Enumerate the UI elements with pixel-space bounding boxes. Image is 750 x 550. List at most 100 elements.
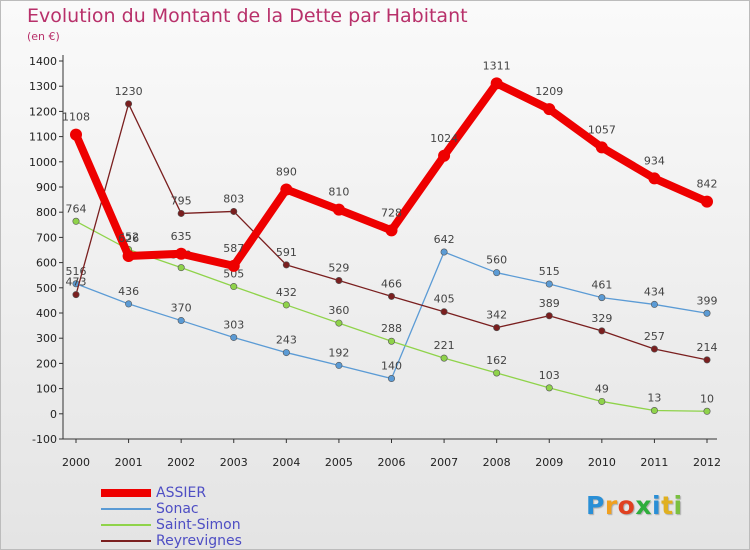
data-point [595, 141, 608, 154]
data-point [650, 345, 658, 353]
x-tick-label: 2001 [115, 456, 143, 469]
logo-letter: i [652, 491, 662, 520]
data-point [493, 324, 501, 332]
proxiti-logo: Proxiti [586, 491, 683, 520]
data-point [598, 397, 606, 405]
data-point [387, 375, 395, 383]
x-tick-label: 2012 [693, 456, 721, 469]
x-tick-label: 2000 [62, 456, 90, 469]
data-point [280, 183, 293, 196]
x-tick-label: 2008 [483, 456, 511, 469]
data-label: 1230 [115, 85, 143, 98]
data-label: 49 [595, 382, 609, 395]
data-point [648, 172, 661, 185]
data-point [598, 294, 606, 302]
data-label: 810 [328, 186, 349, 199]
data-point [493, 369, 501, 377]
x-tick-label: 2003 [220, 456, 248, 469]
y-tick-label: 1100 [29, 131, 57, 144]
y-tick-label: 1400 [29, 55, 57, 68]
x-tick-label: 2006 [378, 456, 406, 469]
data-label: 728 [381, 206, 402, 219]
legend-item-sonac: Sonac [101, 501, 331, 517]
data-label: 10 [700, 392, 714, 405]
logo-letter: t [661, 491, 674, 520]
data-point [282, 301, 290, 309]
data-label: 1311 [483, 59, 511, 72]
legend-swatch-reyrevignes [101, 540, 151, 542]
data-point [387, 292, 395, 300]
data-point [701, 195, 713, 208]
data-point [230, 333, 238, 341]
legend-label-saint-simon: Saint-Simon [156, 517, 241, 533]
data-label: 13 [647, 392, 661, 405]
data-point [332, 203, 345, 216]
y-tick-label: 300 [36, 332, 57, 345]
data-label: 591 [276, 246, 297, 259]
y-tick-label: 900 [36, 181, 57, 194]
data-label: 842 [697, 178, 718, 191]
data-label: 432 [276, 286, 297, 299]
logo-letter: P [586, 491, 605, 520]
legend-swatch-saint-simon [101, 524, 151, 526]
data-point [438, 149, 451, 162]
data-point [703, 356, 711, 364]
data-label: 764 [66, 202, 87, 215]
legend-item-assier: ASSIER [101, 485, 331, 501]
x-tick-label: 2010 [588, 456, 616, 469]
data-label: 803 [223, 192, 244, 205]
logo-letter: x [635, 491, 652, 520]
legend-label-reyrevignes: Reyrevignes [156, 533, 242, 549]
line-chart: -100 0 100 200 300 400 500 600 700 800 900 1000 1100… [29, 55, 721, 469]
legend-item-saint-simon: Saint-Simon [101, 517, 331, 533]
data-label: 626 [118, 232, 139, 245]
data-label: 214 [697, 341, 718, 354]
data-point [122, 250, 135, 263]
legend-swatch-assier [101, 489, 151, 497]
data-point [72, 217, 80, 225]
data-label: 436 [118, 285, 139, 298]
legend: ASSIER Sonac Saint-Simon Reyrevignes [101, 485, 331, 549]
data-label: 399 [697, 294, 718, 307]
x-tick-label: 2004 [272, 456, 300, 469]
data-point [177, 209, 185, 217]
y-tick-label: 1000 [29, 156, 57, 169]
data-label: 243 [276, 334, 297, 347]
data-label: 505 [223, 268, 244, 281]
data-label: 140 [381, 360, 402, 373]
data-label: 162 [486, 354, 507, 367]
data-point [703, 309, 711, 317]
data-point [227, 259, 240, 272]
data-point [385, 224, 398, 237]
data-point [545, 280, 553, 288]
y-tick-label: 400 [36, 307, 57, 320]
data-point [703, 407, 711, 415]
data-point [440, 354, 448, 362]
data-point [545, 312, 553, 320]
y-tick-label: 1300 [29, 80, 57, 93]
data-point [335, 361, 343, 369]
x-tick-label: 2009 [535, 456, 563, 469]
data-label: 1108 [62, 111, 90, 124]
y-tick-label: 0 [50, 408, 57, 421]
data-label: 1024 [430, 132, 458, 145]
data-label: 257 [644, 330, 665, 343]
y-tick-label: 700 [36, 231, 57, 244]
chart-unit: (en €) [27, 30, 60, 43]
data-point [175, 247, 188, 260]
data-point [387, 337, 395, 345]
data-point [543, 103, 556, 116]
logo-letter: o [617, 491, 636, 520]
logo-letter: i [673, 491, 683, 520]
y-tick-label: 500 [36, 282, 57, 295]
data-point [440, 308, 448, 316]
data-point [230, 283, 238, 291]
data-point [650, 407, 658, 415]
legend-item-reyrevignes: Reyrevignes [101, 533, 331, 549]
data-label: 642 [434, 233, 455, 246]
data-point [335, 276, 343, 284]
data-point [440, 248, 448, 256]
data-label: 329 [591, 312, 612, 325]
data-point [230, 207, 238, 215]
